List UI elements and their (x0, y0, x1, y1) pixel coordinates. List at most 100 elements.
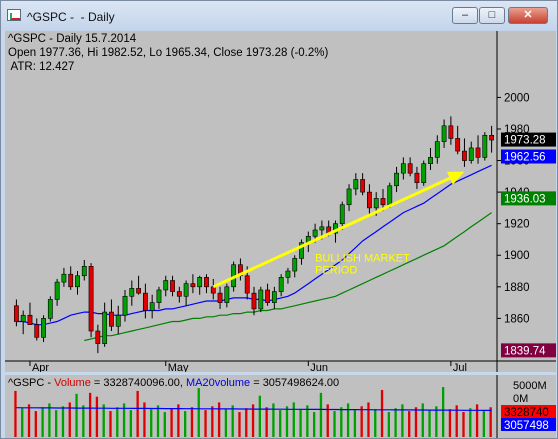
volume-tag-box (501, 418, 556, 431)
volume-panel[interactable]: 5000M 0M 3328740 3057498 ^GSPC - Volume = 3… (5, 375, 556, 438)
candle-body (197, 277, 203, 288)
candle-body (244, 275, 250, 294)
volume-bar (469, 408, 472, 437)
candle-body (468, 147, 474, 161)
trend-arrow-head (446, 171, 465, 185)
volume-bar (462, 412, 465, 437)
candle-body (27, 314, 33, 325)
candle-body (278, 277, 284, 292)
candle-body (251, 292, 257, 310)
candle-body (360, 179, 366, 193)
volume-label: Volume (54, 377, 91, 389)
volume-bar (265, 407, 268, 437)
candle-body (441, 125, 447, 142)
minimize-button[interactable]: ‒ (452, 7, 478, 24)
volume-bar (299, 409, 302, 437)
candle-body (149, 302, 155, 311)
candle-body (224, 286, 230, 303)
volume-bar (88, 392, 92, 437)
volume-bar (27, 404, 31, 437)
volume-tag-label: 3328740 (504, 407, 549, 419)
volume-bar (190, 407, 194, 437)
volume-bar (340, 407, 343, 437)
volume-ma-line (16, 407, 492, 411)
candle-body (292, 258, 298, 272)
maximize-button[interactable]: □ (479, 7, 505, 24)
volume-bar (184, 411, 187, 437)
candle-body (407, 163, 413, 174)
volume-bar (421, 403, 424, 437)
candle-body (109, 311, 114, 327)
close-button[interactable]: ✕ (508, 7, 548, 24)
volume-header-prefix: ^GSPC - (8, 377, 55, 389)
candle-body (20, 314, 26, 322)
volume-bar (224, 409, 228, 437)
candle-body (136, 288, 141, 294)
volume-bar (102, 404, 105, 437)
volume-header: ^GSPC - Volume = 3328740096.00, MA20volu… (8, 377, 339, 389)
title-bar[interactable]: ^GSPC - - Daily ‒ □ ✕ (1, 1, 557, 31)
volume-bar (279, 410, 282, 437)
candle-body (312, 229, 318, 237)
volume-tag-label: 3057498 (504, 420, 549, 432)
candle-body (142, 292, 148, 311)
volume-bar (55, 410, 58, 437)
y-tick-label: 1880 (504, 282, 530, 294)
volume-bar (312, 412, 316, 437)
annotation-line-1: BULLISH MARKET (315, 253, 410, 265)
volume-bar (401, 404, 404, 437)
candle-body (387, 185, 393, 206)
candle-body (34, 324, 40, 338)
volume-bar (61, 406, 65, 437)
volume-bar (292, 402, 295, 437)
candle-body (414, 172, 420, 183)
chart-header-atr: ATR: 12.427 (8, 61, 75, 73)
candle-body (367, 191, 372, 209)
candle-body (421, 163, 427, 183)
price-panel[interactable]: 18601880190019201940196019802000AprMayJu… (5, 31, 556, 372)
candle-body (88, 265, 94, 332)
volume-bar (34, 411, 37, 437)
price-tag-box (501, 191, 556, 206)
ma20-volume-value: = 3057498624.00 (250, 377, 340, 389)
volume-bar (306, 405, 309, 437)
candle-body (285, 270, 291, 278)
volume-bar (326, 404, 329, 437)
candle-body (176, 291, 182, 297)
volume-bar (129, 410, 133, 437)
volume-bar (435, 406, 438, 437)
candle-body (380, 198, 386, 206)
candle-body (489, 134, 495, 141)
candle-body (204, 277, 209, 288)
candle-body (373, 198, 379, 209)
volume-bar (360, 406, 363, 437)
chart-header-ohlc: Open 1977.36, Hi 1982.52, Lo 1965.34, Cl… (8, 47, 329, 59)
volume-bar (319, 392, 323, 437)
candle-body (434, 141, 440, 158)
price-tag-box (501, 343, 556, 358)
volume-bar (367, 402, 370, 437)
annotation-line-2: PERIOD (315, 265, 357, 277)
price-tag-label: 1936.03 (504, 193, 546, 205)
price-tag-box (501, 132, 556, 147)
volume-bar (177, 404, 180, 437)
volume-bar (285, 406, 289, 437)
volume-bar (441, 387, 445, 437)
price-tag-box (501, 149, 556, 164)
price-chart[interactable]: 18601880190019201940196019802000AprMayJu… (5, 31, 556, 372)
candle-body (346, 188, 352, 206)
volume-bar (116, 407, 119, 437)
candle-body (353, 179, 359, 190)
volume-bar (41, 407, 44, 437)
volume-bar (238, 412, 241, 437)
volume-bar (109, 411, 112, 437)
candle-body (129, 288, 135, 297)
x-tick-label: Apr (32, 362, 49, 372)
ma-slow-line (84, 212, 492, 342)
candle-body (339, 204, 345, 224)
candle-body (156, 289, 162, 303)
volume-bar (122, 403, 126, 437)
volume-bar (82, 405, 85, 437)
